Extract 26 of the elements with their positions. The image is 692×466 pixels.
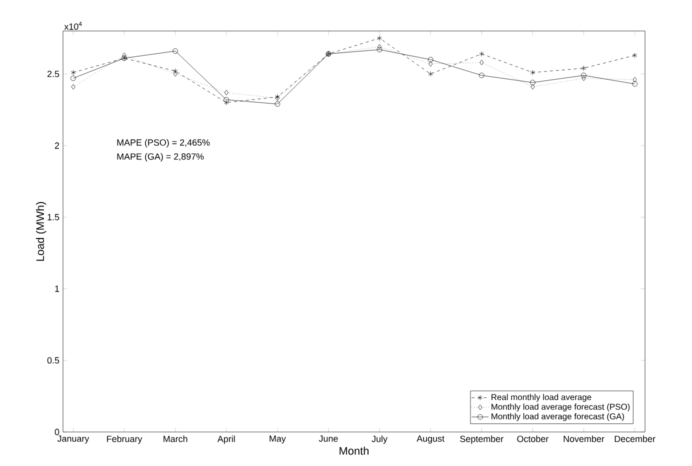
x-tick-label: February: [107, 436, 142, 444]
y-tick-label: 0.5: [47, 357, 60, 364]
x-tick-label: November: [564, 436, 604, 442]
x-axis-title: Month: [340, 446, 369, 455]
text: x10$^{4}$: [64, 22, 82, 30]
legend-label: Real monthly load average: [492, 394, 592, 402]
x-tick-label: March: [164, 436, 188, 442]
y-tick-label: 1.5: [48, 214, 60, 220]
x-tick-label: May: [270, 436, 286, 444]
x-tick-label: December: [614, 436, 656, 442]
y-axis-title: Load (MWh): [36, 202, 46, 261]
legend-label: Monthly load average forecast (GA): [492, 413, 624, 422]
x-tick-label: June: [318, 436, 338, 442]
y-tick-label: 2: [54, 142, 60, 149]
y-tick-label: 2.5: [47, 70, 60, 78]
x-tick-label: October: [517, 436, 548, 442]
x-tick-label: January: [57, 436, 90, 444]
x-tick-label: September: [460, 436, 504, 444]
y-tick-label: 0: [54, 428, 60, 436]
x-tick-label: August: [416, 436, 444, 444]
y-tick-label: 1: [55, 286, 60, 292]
x-tick-label: April: [217, 436, 235, 444]
annotation: MAPE (PSO) = 2,465%: [117, 139, 210, 148]
legend-label: Monthly load average forecast (PSO): [492, 404, 630, 412]
x-tick-label: July: [372, 436, 388, 444]
annotation: MAPE (GA) = 2,897%: [117, 153, 204, 162]
